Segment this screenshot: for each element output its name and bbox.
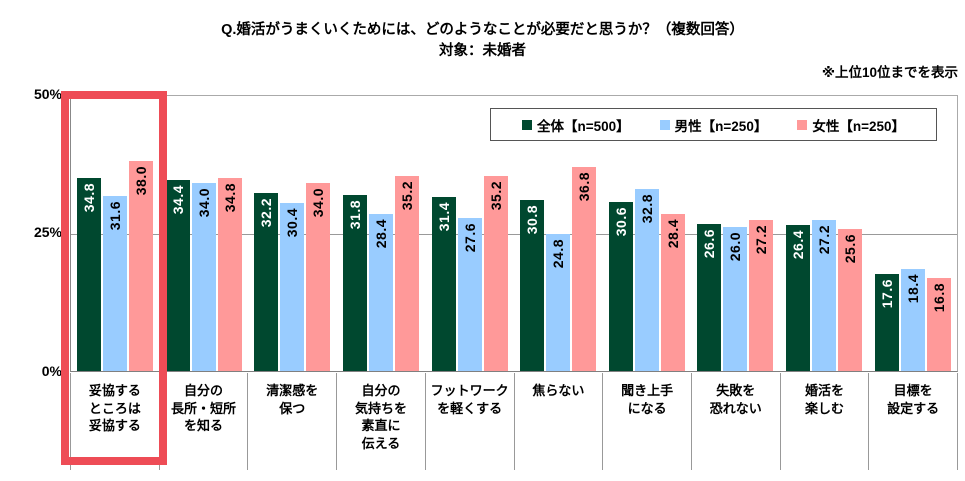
bar-group: 30.8 24.8 36.8 (514, 96, 603, 371)
bar: 26.4 (786, 224, 811, 371)
bar: 32.2 (254, 192, 279, 371)
legend-label: 女性【n=250】 (812, 118, 905, 134)
bar: 34.8 (77, 178, 102, 371)
bar-value-label: 32.8 (638, 194, 655, 224)
bar: 27.2 (812, 220, 837, 371)
legend-swatch-icon (522, 119, 533, 130)
bar-value-label: 16.8 (930, 282, 947, 313)
bar-value-label: 35.2 (487, 181, 504, 211)
bar-value-label: 28.4 (664, 218, 681, 248)
bar-group: 31.4 27.6 35.2 (425, 96, 514, 371)
bar: 30.4 (280, 202, 305, 371)
legend-label: 全体【n=500】 (537, 118, 630, 134)
category-label: 目標を 設定する (869, 373, 959, 470)
bar: 18.4 (900, 269, 925, 371)
bar-value-label: 26.6 (701, 228, 718, 258)
bar: 28.4 (369, 213, 394, 371)
bar: 26.6 (697, 223, 722, 371)
bar-group: 32.2 30.4 34.0 (248, 96, 337, 371)
bar-group: 34.4 34.0 34.8 (160, 96, 249, 371)
bar: 31.4 (431, 197, 456, 371)
bar-groups: 34.8 31.6 38.0 34.4 34.0 34.8 32.2 30.4 34.0 31.8… (71, 96, 957, 371)
bar-value-label: 30.6 (612, 206, 629, 236)
legend-label: 男性【n=250】 (674, 118, 768, 134)
bar-value-label: 27.2 (753, 225, 770, 255)
category-label: フットワーク を軽くする (426, 373, 515, 470)
bar: 17.6 (874, 273, 899, 371)
bar: 31.6 (103, 195, 128, 371)
bar-group: 31.8 28.4 35.2 (337, 96, 426, 371)
category-label: 清潔感を 保つ (248, 373, 338, 470)
bar-value-label: 34.0 (195, 187, 212, 217)
legend-item: 男性【n=250】 (659, 115, 768, 135)
bar-value-label: 36.8 (576, 172, 593, 202)
legend-item: 全体【n=500】 (522, 115, 630, 135)
category-label: 失敗を 恐れない (692, 373, 781, 470)
bar: 24.8 (546, 233, 571, 371)
bar-group: 30.6 32.8 28.4 (603, 96, 692, 371)
bar: 30.8 (520, 200, 545, 371)
bar: 27.6 (457, 218, 482, 371)
bar: 34.8 (217, 178, 242, 371)
bar-value-label: 26.4 (790, 229, 807, 259)
bar-value-label: 34.4 (169, 185, 186, 215)
category-label: 婚活を 楽しむ (781, 373, 870, 470)
bar-value-label: 17.6 (878, 278, 895, 308)
bar-group: 17.6 18.4 16.8 (868, 96, 957, 371)
bar-value-label: 35.2 (399, 181, 416, 211)
category-label: 自分の 気持ちを 素直に 伝える (337, 373, 426, 470)
bar: 38.0 (129, 160, 154, 371)
bar-value-label: 34.0 (310, 187, 327, 217)
bar-value-label: 18.4 (904, 274, 921, 304)
chart-title-line1: Q.婚活がうまくいくためには、どのようなことが必要だと思うか？（複数回答） (221, 22, 744, 38)
bar: 35.2 (395, 176, 420, 371)
bar-value-label: 30.8 (524, 205, 541, 235)
bar-value-label: 32.2 (258, 197, 275, 227)
bar-value-label: 25.6 (842, 234, 859, 264)
bar: 25.6 (838, 229, 863, 371)
plot-area: 34.8 31.6 38.0 34.4 34.0 34.8 32.2 30.4 34.0 31.8… (70, 95, 958, 372)
bar: 31.8 (343, 194, 368, 371)
bar: 28.4 (660, 213, 685, 371)
bar: 27.2 (749, 220, 774, 371)
bar: 34.4 (165, 180, 190, 371)
bar: 34.0 (306, 182, 331, 371)
bar-value-label: 27.2 (816, 225, 833, 255)
category-label: 自分の 長所・短所 を知る (160, 373, 249, 470)
bar: 35.2 (483, 176, 508, 371)
top10-note: ※上位10位までを表示 (821, 65, 958, 80)
gridline-25-percent (71, 234, 957, 235)
bar: 16.8 (926, 277, 951, 371)
bar: 34.0 (191, 182, 216, 371)
category-label: 聞き上手 になる (603, 373, 692, 470)
bar-value-label: 27.6 (461, 223, 478, 253)
bar-value-label: 31.8 (347, 199, 364, 230)
bar-group: 26.4 27.2 25.6 (780, 96, 869, 371)
y-tick-50: 50% (33, 86, 62, 102)
bar: 26.0 (723, 227, 748, 371)
category-label: 焦らない (515, 373, 604, 470)
bar-value-label: 31.4 (435, 202, 452, 232)
bar-value-label: 24.8 (550, 238, 567, 268)
highlight-box (61, 91, 167, 465)
category-labels: 妥協する ところは 妥協する 自分の 長所・短所 を知る 清潔感を 保つ 自分の 気持… (70, 373, 959, 470)
bar-value-label: 26.0 (727, 232, 744, 262)
bar: 32.8 (634, 189, 659, 371)
legend-box: 全体【n=500】 男性【n=250】 女性【n=250】 (490, 108, 937, 141)
bar-value-label: 28.4 (373, 218, 390, 248)
bar-group: 26.6 26.0 27.2 (691, 96, 780, 371)
chart-title: Q.婚活がうまくいくためには、どのようなことが必要だと思うか？（複数回答） 対象… (0, 20, 965, 62)
legend-item: 女性【n=250】 (797, 115, 905, 135)
bar-value-label: 30.4 (284, 207, 301, 237)
bar-group: 34.8 31.6 38.0 (71, 96, 160, 371)
bar: 36.8 (572, 167, 597, 371)
legend-swatch-icon (659, 119, 670, 130)
y-tick-0: 0% (41, 363, 62, 379)
bar-value-label: 34.8 (221, 183, 238, 213)
bar: 30.6 (608, 201, 633, 371)
chart-title-line2: 対象：未婚者 (439, 43, 526, 60)
legend-swatch-icon (797, 119, 808, 130)
y-tick-25: 25% (33, 224, 62, 240)
